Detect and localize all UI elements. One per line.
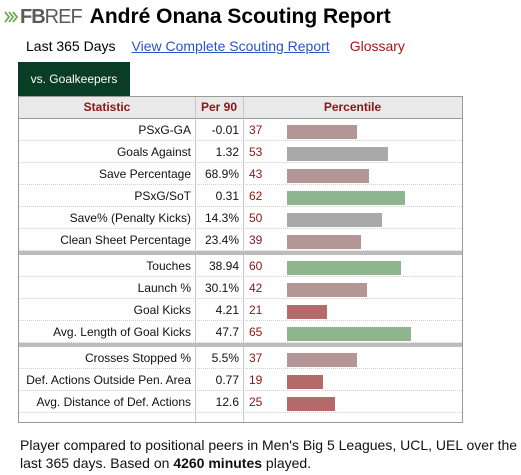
percentile-value: 53	[249, 145, 263, 159]
percentile-value: 62	[249, 189, 263, 203]
table-row: PSxG/SoT 0.31 62	[19, 185, 462, 207]
percentile-value: 60	[249, 259, 263, 273]
logo-fb-text: FB	[20, 5, 46, 28]
table-row: PSxG-GA -0.01 37	[19, 119, 462, 141]
column-divider	[243, 97, 244, 422]
fbref-logo-icon	[4, 11, 18, 23]
tab-vs-goalkeepers[interactable]: vs. Goalkeepers	[18, 62, 130, 96]
percentile-value: 65	[249, 325, 263, 339]
per90-cell: 38.94	[208, 259, 239, 273]
statistic-cell: Launch %	[137, 281, 191, 295]
percentile-value: 21	[249, 303, 263, 317]
statistic-cell: Goal Kicks	[133, 303, 191, 317]
column-divider	[195, 97, 196, 422]
percentile-bar	[287, 353, 357, 367]
statistic-cell: Clean Sheet Percentage	[60, 233, 191, 247]
per90-cell: 12.6	[215, 395, 239, 409]
statistic-cell: Save Percentage	[98, 167, 191, 181]
per90-cell: 23.4%	[204, 233, 239, 247]
table-row: Crosses Stopped % 5.5% 37	[19, 347, 462, 369]
percentile-value: 39	[249, 233, 263, 247]
header-statistic[interactable]: Statistic	[83, 100, 131, 114]
percentile-bar	[287, 261, 401, 275]
percentile-bar	[287, 213, 382, 227]
statistic-cell: Def. Actions Outside Pen. Area	[26, 373, 191, 387]
percentile-bar	[287, 397, 335, 411]
percentile-value: 19	[249, 373, 263, 387]
percentile-bar	[287, 147, 388, 161]
statistic-cell: Save% (Penalty Kicks)	[69, 211, 191, 225]
statistic-cell: PSxG/SoT	[134, 189, 191, 203]
per90-cell: 14.3%	[204, 211, 239, 225]
footer-text-after: played.	[262, 455, 312, 471]
per90-cell: 1.32	[215, 145, 239, 159]
statistic-cell: Goals Against	[116, 145, 191, 159]
percentile-bar	[287, 305, 327, 319]
percentile-value: 37	[249, 123, 263, 137]
statistic-cell: Avg. Distance of Def. Actions	[36, 395, 191, 409]
percentile-bar	[287, 327, 411, 341]
per90-cell: 68.9%	[204, 167, 239, 181]
percentile-value: 25	[249, 395, 263, 409]
percentile-bar	[287, 125, 357, 139]
percentile-bar	[287, 283, 367, 297]
percentile-bar	[287, 191, 405, 205]
percentile-bar	[287, 169, 369, 183]
per90-cell: 30.1%	[204, 281, 239, 295]
table-row: Save% (Penalty Kicks) 14.3% 50	[19, 207, 462, 229]
report-links: Last 365 Days View Complete Scouting Rep…	[26, 38, 405, 54]
footer-text-before: Player compared to positional peers in M…	[20, 437, 518, 471]
glossary-link[interactable]: Glossary	[349, 38, 405, 54]
scouting-table: Statistic Per 90 Percentile PSxG-GA -0.01…	[18, 96, 463, 423]
fbref-logo[interactable]: FB REF	[4, 5, 83, 29]
per90-cell: 47.7	[215, 325, 239, 339]
footer-note: Player compared to positional peers in M…	[20, 436, 518, 472]
per90-cell: 4.21	[215, 303, 239, 317]
table-row: Touches 38.94 60	[19, 255, 462, 277]
logo-ref-text: REF	[44, 5, 83, 28]
percentile-bar	[287, 235, 361, 249]
table-row: Goal Kicks 4.21 21	[19, 299, 462, 321]
page-header: FB REF André Onana Scouting Report	[4, 2, 391, 32]
statistic-cell: Touches	[146, 259, 191, 273]
table-header: Statistic Per 90 Percentile	[19, 97, 462, 119]
table-row: Avg. Length of Goal Kicks 47.7 65	[19, 321, 462, 343]
page-title: André Onana Scouting Report	[89, 5, 391, 28]
per90-cell: 0.77	[215, 373, 239, 387]
percentile-value: 50	[249, 211, 263, 225]
group-separator	[19, 251, 462, 255]
table-row: Def. Actions Outside Pen. Area 0.77 19	[19, 369, 462, 391]
percentile-bar	[287, 375, 323, 389]
percentile-value: 42	[249, 281, 263, 295]
statistic-cell: Avg. Length of Goal Kicks	[53, 325, 191, 339]
period-label: Last 365 Days	[26, 38, 116, 54]
statistic-cell: PSxG-GA	[138, 123, 191, 137]
per90-cell: 5.5%	[211, 351, 239, 365]
statistic-cell: Crosses Stopped %	[84, 351, 191, 365]
per90-cell: -0.01	[211, 123, 239, 137]
header-percentile[interactable]: Percentile	[323, 100, 382, 114]
table-row: Save Percentage 68.9% 43	[19, 163, 462, 185]
header-per90[interactable]: Per 90	[200, 100, 238, 114]
percentile-value: 37	[249, 351, 263, 365]
table-row: Clean Sheet Percentage 23.4% 39	[19, 229, 462, 251]
table-row: Avg. Distance of Def. Actions 12.6 25	[19, 391, 462, 413]
table-row: Goals Against 1.32 53	[19, 141, 462, 163]
complete-report-link[interactable]: View Complete Scouting Report	[131, 38, 330, 54]
percentile-value: 43	[249, 167, 263, 181]
table-row: Launch % 30.1% 42	[19, 277, 462, 299]
per90-cell: 0.31	[215, 189, 239, 203]
footer-minutes: 4260 minutes	[173, 455, 263, 471]
group-separator	[19, 343, 462, 347]
